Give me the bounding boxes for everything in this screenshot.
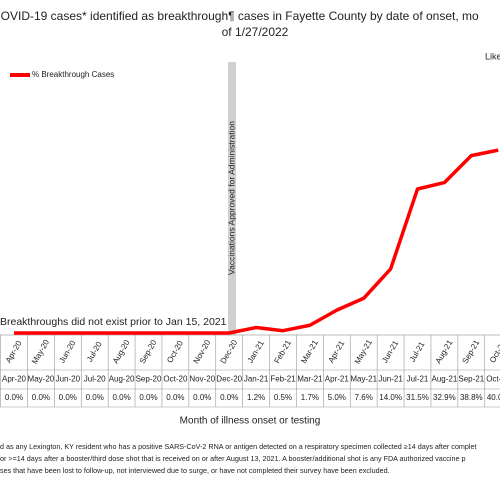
value-label: 0.0%: [139, 393, 157, 402]
x-tick-label: Jun-21: [380, 338, 400, 364]
band-label: Vaccinations Approved for Administration: [226, 121, 236, 275]
x-tick-label: Apr-21: [327, 339, 347, 365]
value-label: 0.0%: [166, 393, 184, 402]
table-header: Feb-21: [270, 375, 296, 384]
table-header: Jul-21: [407, 375, 429, 384]
footnote: or >=14 days after a booster/third dose …: [0, 454, 465, 463]
value-label: 40.0%: [487, 393, 500, 402]
x-tick-label: Dec-20: [219, 338, 240, 365]
value-label: 7.6%: [355, 393, 373, 402]
x-tick-label: Jun-20: [57, 338, 77, 364]
table-header: Jul-20: [84, 375, 106, 384]
value-label: 31.5%: [406, 393, 429, 402]
table-header: Sep-21: [458, 375, 484, 384]
x-tick-label: Jul-20: [85, 340, 104, 364]
value-label: 5.0%: [328, 393, 346, 402]
x-tick-label: Nov-20: [192, 338, 213, 365]
value-label: 1.7%: [301, 393, 319, 402]
table-header: Aug-20: [109, 375, 135, 384]
table-header: Apr-20: [2, 375, 27, 384]
table-header: Mar-21: [297, 375, 323, 384]
x-tick-label: Jul-21: [408, 340, 427, 364]
x-tick-label: Mar-21: [299, 338, 320, 365]
value-label: 0.0%: [59, 393, 77, 402]
value-label: 1.2%: [247, 393, 265, 402]
x-tick-label: May-20: [30, 338, 51, 366]
value-label: 0.5%: [274, 393, 292, 402]
table-header: Jun-21: [378, 375, 403, 384]
table-header: May-21: [350, 375, 377, 384]
value-label: 0.0%: [5, 393, 23, 402]
x-tick-label: Sep-21: [461, 338, 482, 365]
value-label: 0.0%: [220, 393, 238, 402]
table-header: Aug-21: [432, 375, 458, 384]
chart-subtitle: of 1/27/2022: [222, 25, 289, 39]
value-label: 38.8%: [460, 393, 483, 402]
x-tick-label: Sep-20: [138, 338, 159, 365]
table-header: Dec-20: [216, 375, 242, 384]
data-line: [14, 148, 499, 335]
x-tick-label: May-21: [353, 338, 374, 366]
table-header: May-20: [28, 375, 55, 384]
table-header: Jan-21: [244, 375, 269, 384]
value-label: 14.0%: [379, 393, 402, 402]
x-tick-label: Jan-21: [246, 338, 266, 364]
corner-text: Like: [485, 51, 500, 61]
value-label: 0.0%: [32, 393, 50, 402]
value-label: 0.0%: [193, 393, 211, 402]
x-tick-label: Oct-20: [165, 339, 185, 365]
x-tick-label: Feb-21: [272, 338, 293, 365]
x-tick-label: Apr-20: [4, 339, 24, 365]
annotation: Breakthroughs did not exist prior to Jan…: [0, 316, 227, 328]
table-header: Sep-20: [136, 375, 162, 384]
x-tick-label: Oct-21: [488, 339, 500, 365]
table-header: Jun-20: [56, 375, 81, 384]
table-header: Nov-20: [189, 375, 215, 384]
x-tick-label: Aug-21: [434, 338, 455, 365]
value-label: 0.0%: [112, 393, 130, 402]
table-header: Apr-21: [325, 375, 350, 384]
vaccination-band: [228, 62, 236, 335]
chart-title: nt of COVID-19 cases* identified as brea…: [0, 9, 479, 23]
value-label: 32.9%: [433, 393, 456, 402]
footnote: ses that have been lost to follow-up, no…: [0, 466, 390, 475]
table-header: Oct-21: [486, 375, 500, 384]
value-label: 0.0%: [86, 393, 104, 402]
table-header: Oct-20: [163, 375, 188, 384]
x-tick-label: Aug-20: [111, 338, 132, 365]
footnote: d as any Lexington, KY resident who has …: [0, 442, 476, 451]
legend-label: % Breakthrough Cases: [32, 70, 114, 79]
x-axis-label: Month of illness onset or testing: [180, 416, 321, 427]
